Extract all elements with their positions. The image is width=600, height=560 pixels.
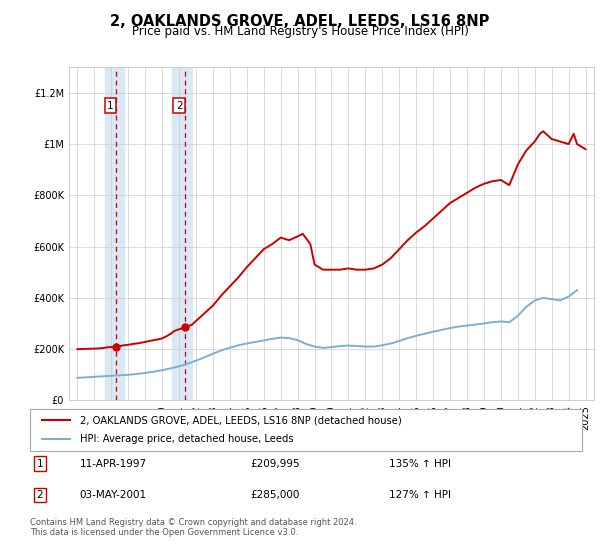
Text: 2: 2 [176, 101, 182, 111]
Text: 11-APR-1997: 11-APR-1997 [80, 459, 147, 469]
Text: Contains HM Land Registry data © Crown copyright and database right 2024.
This d: Contains HM Land Registry data © Crown c… [30, 518, 356, 538]
Text: £285,000: £285,000 [251, 490, 300, 500]
Text: 127% ↑ HPI: 127% ↑ HPI [389, 490, 451, 500]
Text: 2: 2 [37, 490, 43, 500]
Text: £209,995: £209,995 [251, 459, 301, 469]
Text: Price paid vs. HM Land Registry's House Price Index (HPI): Price paid vs. HM Land Registry's House … [131, 25, 469, 38]
Bar [104, 67, 124, 400]
Text: HPI: Average price, detached house, Leeds: HPI: Average price, detached house, Leed… [80, 435, 293, 445]
Text: 135% ↑ HPI: 135% ↑ HPI [389, 459, 451, 469]
Text: 1: 1 [107, 101, 114, 111]
Bar [172, 67, 192, 400]
Text: 2, OAKLANDS GROVE, ADEL, LEEDS, LS16 8NP: 2, OAKLANDS GROVE, ADEL, LEEDS, LS16 8NP [110, 14, 490, 29]
Text: 1: 1 [37, 459, 43, 469]
Text: 2, OAKLANDS GROVE, ADEL, LEEDS, LS16 8NP (detached house): 2, OAKLANDS GROVE, ADEL, LEEDS, LS16 8NP… [80, 415, 401, 425]
Text: 03-MAY-2001: 03-MAY-2001 [80, 490, 147, 500]
